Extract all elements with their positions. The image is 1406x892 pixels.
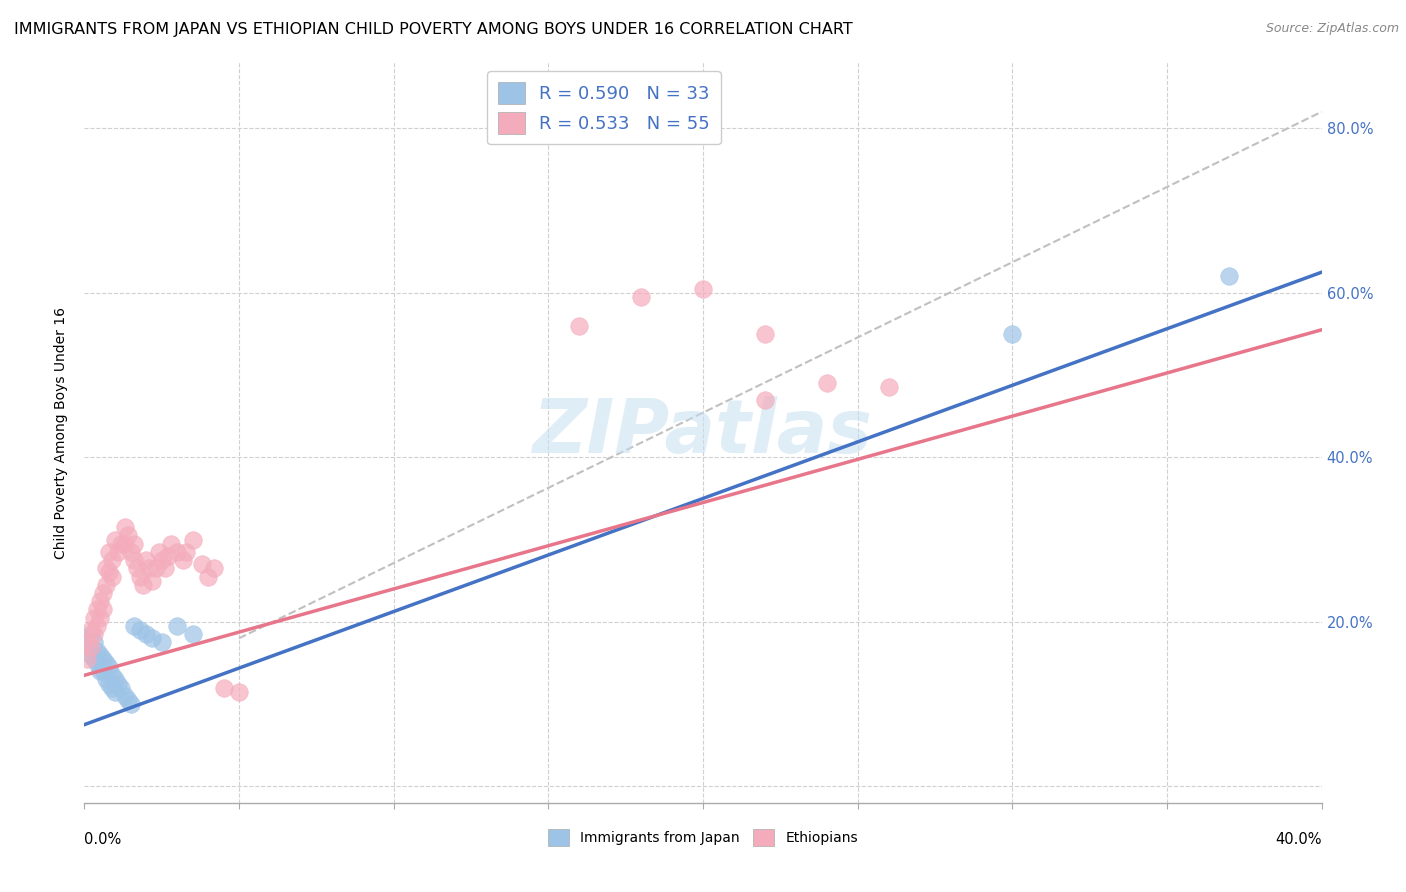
Point bbox=[114, 536, 136, 550]
Point bbox=[83, 611, 105, 625]
Text: 0.0%: 0.0% bbox=[84, 831, 121, 847]
Point bbox=[91, 664, 114, 678]
Point bbox=[160, 536, 183, 550]
Point bbox=[181, 533, 204, 547]
Point bbox=[122, 536, 145, 550]
Point bbox=[107, 545, 129, 559]
Point bbox=[212, 681, 235, 695]
Point bbox=[94, 561, 117, 575]
Point bbox=[172, 553, 194, 567]
Point bbox=[877, 380, 900, 394]
Point bbox=[86, 656, 108, 670]
Point bbox=[145, 561, 167, 575]
Point bbox=[104, 673, 127, 687]
Point bbox=[202, 561, 225, 575]
Point bbox=[150, 635, 173, 649]
Point bbox=[79, 627, 101, 641]
Point bbox=[86, 619, 108, 633]
Point bbox=[754, 326, 776, 341]
Point bbox=[568, 318, 591, 333]
Point bbox=[83, 635, 105, 649]
Point bbox=[692, 282, 714, 296]
Point bbox=[132, 578, 155, 592]
Point bbox=[79, 640, 101, 654]
Point bbox=[117, 528, 139, 542]
Point bbox=[94, 578, 117, 592]
Point bbox=[150, 553, 173, 567]
Point bbox=[83, 652, 105, 666]
Point bbox=[76, 640, 98, 654]
Point bbox=[86, 602, 108, 616]
Point bbox=[101, 668, 124, 682]
Point bbox=[94, 673, 117, 687]
Point bbox=[148, 545, 170, 559]
Point bbox=[110, 536, 132, 550]
Point bbox=[120, 545, 142, 559]
Point bbox=[191, 558, 214, 572]
Point bbox=[114, 520, 136, 534]
Point bbox=[89, 611, 111, 625]
Point bbox=[754, 392, 776, 407]
Point bbox=[76, 635, 98, 649]
Point bbox=[125, 561, 148, 575]
Point bbox=[98, 566, 121, 580]
Point bbox=[86, 643, 108, 657]
Point bbox=[815, 376, 838, 391]
Point bbox=[1001, 326, 1024, 341]
Point bbox=[1218, 269, 1240, 284]
Point bbox=[228, 685, 250, 699]
Point bbox=[120, 697, 142, 711]
Point bbox=[91, 652, 114, 666]
Text: ZIPatlas: ZIPatlas bbox=[533, 396, 873, 469]
Point bbox=[89, 648, 111, 662]
Point bbox=[181, 627, 204, 641]
Text: Source: ZipAtlas.com: Source: ZipAtlas.com bbox=[1265, 22, 1399, 36]
Point bbox=[122, 553, 145, 567]
Legend: Immigrants from Japan, Ethiopians: Immigrants from Japan, Ethiopians bbox=[543, 823, 863, 851]
Point bbox=[110, 681, 132, 695]
Point bbox=[156, 549, 179, 563]
Point bbox=[117, 693, 139, 707]
Point bbox=[107, 676, 129, 690]
Point bbox=[98, 676, 121, 690]
Text: 40.0%: 40.0% bbox=[1275, 831, 1322, 847]
Point bbox=[94, 656, 117, 670]
Point bbox=[98, 660, 121, 674]
Point bbox=[166, 545, 188, 559]
Point bbox=[630, 290, 652, 304]
Point bbox=[76, 652, 98, 666]
Point bbox=[138, 561, 160, 575]
Point bbox=[129, 623, 152, 637]
Point bbox=[104, 533, 127, 547]
Y-axis label: Child Poverty Among Boys Under 16: Child Poverty Among Boys Under 16 bbox=[55, 307, 69, 558]
Point bbox=[141, 632, 163, 646]
Point bbox=[101, 681, 124, 695]
Point bbox=[141, 574, 163, 588]
Point bbox=[166, 619, 188, 633]
Point bbox=[79, 623, 101, 637]
Point bbox=[176, 545, 198, 559]
Point bbox=[91, 586, 114, 600]
Point bbox=[197, 569, 219, 583]
Point bbox=[135, 553, 157, 567]
Point bbox=[122, 619, 145, 633]
Point bbox=[129, 569, 152, 583]
Text: IMMIGRANTS FROM JAPAN VS ETHIOPIAN CHILD POVERTY AMONG BOYS UNDER 16 CORRELATION: IMMIGRANTS FROM JAPAN VS ETHIOPIAN CHILD… bbox=[14, 22, 853, 37]
Point bbox=[153, 561, 176, 575]
Point bbox=[89, 594, 111, 608]
Point bbox=[135, 627, 157, 641]
Point bbox=[101, 553, 124, 567]
Point bbox=[104, 685, 127, 699]
Point bbox=[79, 648, 101, 662]
Point bbox=[114, 689, 136, 703]
Point bbox=[91, 602, 114, 616]
Point bbox=[89, 664, 111, 678]
Point bbox=[101, 569, 124, 583]
Point bbox=[83, 627, 105, 641]
Point bbox=[98, 545, 121, 559]
